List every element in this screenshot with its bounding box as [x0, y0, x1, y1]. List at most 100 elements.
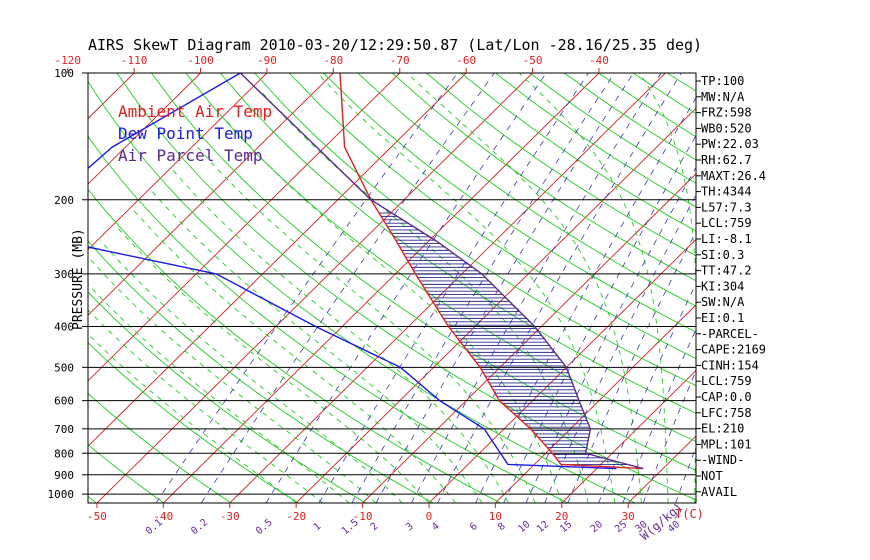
mixing-ratio-line — [544, 194, 696, 503]
mixing-ratio-label: 8 — [496, 521, 508, 533]
index-label: SW:N/A — [701, 295, 745, 309]
isotherm-line — [495, 304, 696, 503]
bottom-axis-ticks: -50 -40 -30 -20 -10 0 10 20 30 — [87, 503, 635, 523]
series-line — [239, 73, 644, 470]
index-label: PW:22.03 — [701, 137, 759, 151]
index-label: CAPE:2169 — [701, 343, 766, 357]
index-label: RH:62.7 — [701, 153, 752, 167]
mixing-ratio-label: 3 — [404, 521, 416, 533]
top-tick-label: -110 — [121, 54, 148, 67]
mixing-ratio-line — [265, 73, 547, 503]
index-label: CAP:0.0 — [701, 390, 752, 404]
legend: Ambient Air Temp Dew Point Temp Air Parcel… — [118, 102, 272, 165]
mixing-ratio-line — [567, 230, 696, 503]
bottom-tick-label: -20 — [286, 510, 306, 523]
moist-adiabat-line — [260, 90, 589, 503]
plot-frame — [87, 72, 697, 504]
mixing-ratio-line — [155, 73, 459, 503]
isotherm-line — [88, 73, 201, 185]
mixing-ratio-line — [525, 166, 696, 503]
dry-adiabat-line — [150, 73, 696, 471]
bottom-tick-label: 10 — [489, 510, 502, 523]
legend-entry: Air Parcel Temp — [118, 146, 263, 165]
index-label: MPL:101 — [701, 437, 752, 451]
pressure-label: 1000 — [48, 488, 75, 501]
bottom-tick-label: -30 — [220, 510, 240, 523]
bottom-tick-label: 0 — [426, 510, 433, 523]
dry-adiabat-line — [185, 73, 696, 443]
top-axis-ticks: -120 -110 -100 -90 -80 -70 -60 -50 -40 — [55, 54, 609, 73]
moist-adiabat-line — [518, 73, 669, 503]
isotherm-line — [163, 73, 600, 503]
index-label: EL:210 — [701, 422, 744, 436]
moist-adiabat-line — [88, 283, 350, 503]
isotherm-line — [88, 73, 467, 447]
isotherm-line — [88, 73, 334, 316]
isotherm-line — [88, 73, 401, 382]
pressure-label: 500 — [54, 361, 74, 374]
pressure-label: 800 — [54, 447, 74, 460]
moist-adiabat-line — [150, 190, 483, 503]
index-label: LCL:759 — [701, 374, 752, 388]
index-label: AVAIL — [701, 485, 737, 499]
index-label: NOT — [701, 469, 723, 483]
legend-entry: Ambient Air Temp — [118, 102, 272, 121]
profile-lines — [88, 73, 644, 470]
y-axis-label: PRESSURE (MB) — [71, 228, 86, 330]
isotherm-line — [295, 107, 696, 503]
index-label: TP:100 — [701, 74, 744, 88]
dry-adiabat-line — [88, 240, 435, 503]
index-label: KI:304 — [701, 279, 744, 293]
dry-adiabat-line — [322, 73, 696, 333]
top-tick-label: -70 — [390, 54, 410, 67]
index-label: TT:47.2 — [701, 264, 752, 278]
pressure-label: 900 — [54, 469, 74, 482]
index-label: L57:7.3 — [701, 200, 752, 214]
bottom-tick-label: 30 — [622, 510, 635, 523]
index-label: EI:0.1 — [701, 311, 744, 325]
series-line — [339, 73, 644, 470]
pressure-label: 300 — [54, 268, 74, 281]
top-tick-label: -80 — [323, 54, 343, 67]
index-label: LCL:759 — [701, 216, 752, 230]
pressure-label: 200 — [54, 194, 74, 207]
moist-adiabat-line — [99, 240, 403, 503]
index-label: CINH:154 — [701, 358, 759, 372]
top-tick-label: -90 — [257, 54, 277, 67]
pressure-label: 600 — [54, 395, 74, 408]
dry-adiabat-line — [88, 135, 569, 503]
bottom-tick-label: -40 — [153, 510, 173, 523]
t-unit-label: T(C) — [675, 507, 704, 521]
dry-adiabat-line — [88, 188, 502, 503]
dry-adiabat-line — [425, 73, 696, 257]
isotherm-line — [428, 238, 696, 503]
moist-adiabat-line — [226, 120, 563, 503]
dry-adiabat-line — [254, 73, 696, 387]
index-label: MAXT:26.4 — [701, 169, 766, 183]
moist-adiabat-line — [316, 73, 616, 503]
isotherm-line — [88, 73, 268, 251]
cape-shading — [379, 212, 628, 466]
bottom-tick-label: 20 — [555, 510, 568, 523]
mixing-ratio-label: 2 — [369, 521, 381, 533]
legend-entry: Dew Point Temp — [118, 124, 253, 143]
moist-adiabat-line — [131, 208, 456, 503]
index-label: SI:0.3 — [701, 248, 744, 262]
top-tick-label: -40 — [589, 54, 609, 67]
series-line — [88, 73, 617, 470]
isotherm-line — [96, 73, 533, 503]
dry-adiabat-line — [88, 392, 233, 503]
mixing-ratio-label: 1 — [312, 521, 324, 533]
dry-adiabat-line — [357, 73, 696, 307]
index-label: LI:-8.1 — [701, 232, 752, 246]
dry-adiabat-line — [116, 73, 696, 501]
isotherm-line — [362, 173, 696, 503]
index-label: -WIND- — [701, 453, 744, 467]
dry-adiabat-line — [88, 291, 367, 503]
pressure-tick-labels: 100 200 300 400 500 600 700 800 900 1000 — [48, 67, 88, 501]
dry-adiabat-line — [88, 443, 165, 503]
index-label: LFC:758 — [701, 406, 752, 420]
dry-adiabat-line — [88, 342, 300, 503]
dry-adiabat-line — [391, 73, 696, 282]
